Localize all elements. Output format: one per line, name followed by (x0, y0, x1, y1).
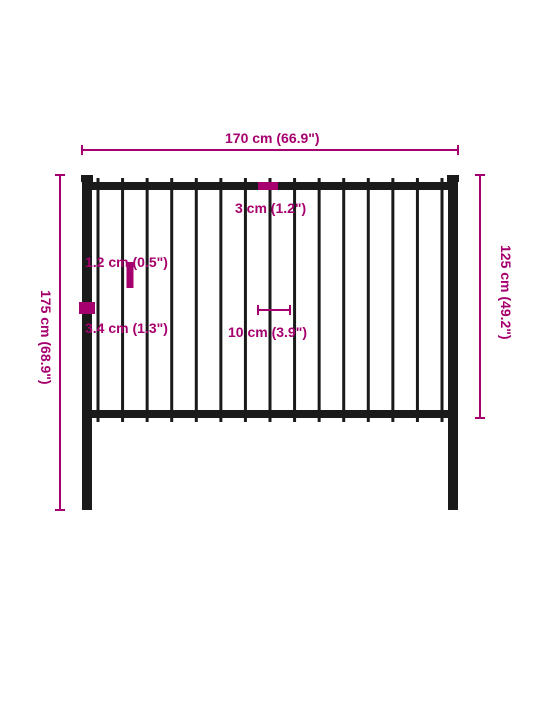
dim-rail-thickness-label: 3 cm (1.2") (235, 200, 306, 216)
fence-post-left (82, 182, 92, 510)
fence-bar (146, 178, 149, 422)
fence-post-cap-left (81, 175, 93, 182)
fence-bar (342, 178, 345, 422)
dim-width-label: 170 cm (66.9") (225, 130, 320, 146)
dim-post-thickness-label: 3.4 cm (1.3") (85, 320, 168, 336)
fence-bar (318, 178, 321, 422)
fence-post-right (448, 182, 458, 510)
diagram-canvas: 170 cm (66.9") 175 cm (68.9") 125 cm (49.2… (0, 0, 540, 720)
dim-bar-thickness-label: 1.2 cm (0.5") (85, 254, 168, 270)
dim-post-thickness-marker (79, 302, 95, 314)
fence-bar (121, 178, 124, 422)
fence-bar (170, 178, 173, 422)
dim-bar-spacing-label: 10 cm (3.9") (228, 324, 307, 340)
fence-post-cap-right (447, 175, 459, 182)
fence-dimension-diagram (0, 0, 540, 720)
dim-height-right-label: 125 cm (49.2") (498, 245, 514, 340)
fence-bar (97, 178, 100, 422)
fence-bar (367, 178, 370, 422)
fence-bar (195, 178, 198, 422)
fence-bar (416, 178, 419, 422)
fence-bar (441, 178, 444, 422)
dim-height-left-label: 175 cm (68.9") (38, 290, 54, 385)
fence-bar (391, 178, 394, 422)
dim-rail-thickness-marker (258, 182, 278, 190)
fence-bar (219, 178, 222, 422)
